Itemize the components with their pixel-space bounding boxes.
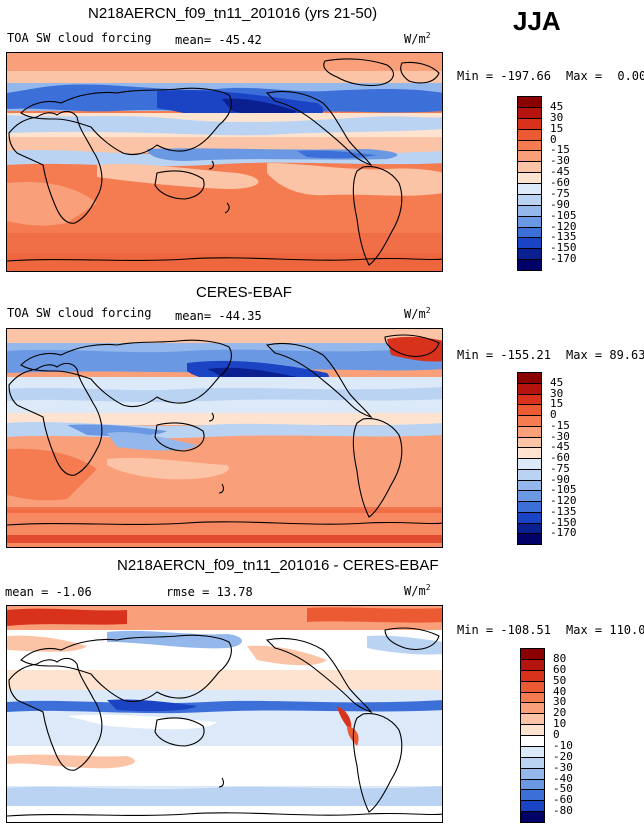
colorbar-label: 50 (553, 673, 567, 687)
colorbar-label: 60 (553, 662, 567, 676)
panel2-coastlines (7, 334, 442, 526)
colorbar-label: -105 (550, 483, 577, 497)
panel2-max: Max = 89.63 (566, 348, 644, 362)
colorbar-label: -40 (553, 771, 573, 785)
colorbar-label: -60 (550, 451, 570, 464)
panel3-colorbar: 80 60 50 40 30 20 10 0 -10 -20 -30 -40 -50 -60 -80 (520, 648, 590, 823)
panel1-colorbar: 45 30 15 0 -15 -30 -45 -60 -75 -90 -105 -120 -135 -15… (517, 96, 587, 271)
colorbar-label: -75 (550, 186, 570, 200)
panel1-map (6, 52, 443, 272)
colorbar-label: 30 (553, 695, 567, 709)
colorbar-label: -30 (553, 760, 573, 774)
panel2-colorbar: 45 30 15 0 -15 -30 -45 -60 -75 -90 -105 -120 -135 -15… (517, 372, 587, 545)
colorbar-label: -90 (550, 472, 570, 486)
colorbar-label: -105 (550, 208, 577, 222)
colorbar-label: 15 (550, 397, 564, 411)
colorbar-swatch (517, 533, 542, 545)
colorbar-label: -150 (550, 515, 577, 529)
colorbar-label: 20 (553, 706, 567, 720)
panel1-max: Max = 0.00 (566, 69, 644, 83)
colorbar-label: -60 (553, 793, 573, 807)
colorbar-label: -15 (550, 143, 570, 157)
panel3-rmse: rmse = 13.78 (166, 585, 253, 599)
colorbar-label: -50 (553, 782, 573, 796)
colorbar-label: -10 (553, 738, 573, 752)
colorbar-swatch (520, 811, 545, 823)
colorbar-label: 45 (550, 375, 564, 389)
colorbar-label: -120 (550, 219, 577, 233)
colorbar-label: -30 (550, 154, 570, 168)
colorbar-label: -170 (550, 526, 577, 540)
panel3-min: Min = -108.51 (457, 623, 551, 637)
panel2-map (6, 328, 443, 548)
panel2-field (7, 329, 442, 547)
colorbar-label: -135 (550, 504, 577, 518)
season-label: JJA (513, 6, 561, 36)
colorbar-label: 15 (550, 121, 564, 135)
colorbar-label: 0 (550, 132, 557, 146)
panel1-coastlines (7, 58, 442, 266)
colorbar-label: -60 (550, 176, 570, 189)
colorbar-label: -150 (550, 241, 577, 255)
panel3-mean: mean = -1.06 (5, 585, 92, 599)
colorbar-label: 40 (553, 684, 567, 698)
colorbar-label: -170 (550, 252, 577, 266)
panel1-field (7, 53, 442, 271)
colorbar-label: -80 (553, 804, 573, 818)
panel1-min: Min = -197.66 (457, 69, 551, 83)
panel2-title: CERES-EBAF (196, 284, 292, 301)
colorbar-label: -45 (550, 440, 570, 454)
panel2-variable: TOA SW cloud forcing (7, 306, 152, 320)
colorbar-label: 30 (550, 386, 564, 400)
colorbar-label: 0 (550, 408, 557, 421)
colorbar-label: 30 (550, 110, 564, 124)
colorbar-label: -30 (550, 429, 570, 443)
colorbar-swatch (517, 259, 542, 271)
colorbar-label: -45 (550, 165, 570, 179)
panel3-field (7, 606, 442, 822)
panel1-variable: TOA SW cloud forcing (7, 31, 152, 45)
colorbar-label: -15 (550, 418, 570, 432)
colorbar-label: -120 (550, 494, 577, 507)
panel3-coastlines (7, 627, 442, 817)
colorbar-label: 45 (550, 99, 564, 113)
colorbar-label: 10 (553, 717, 567, 731)
colorbar-label: -90 (550, 197, 570, 211)
panel1-units: W/m2 (404, 31, 431, 46)
colorbar-label: -135 (550, 230, 577, 244)
panel1-title: N218AERCN_f09_tn11_201016 (yrs 21-50) (88, 5, 378, 22)
panel3-units: W/m2 (404, 583, 431, 598)
colorbar-label: -20 (553, 749, 573, 763)
panel2-units: W/m2 (404, 306, 431, 321)
panel3-title: N218AERCN_f09_tn11_201016 - CERES-EBAF (117, 557, 439, 574)
colorbar-label: -75 (550, 461, 570, 475)
panel2-min: Min = -155.21 (457, 348, 551, 362)
panel3-max: Max = 110.02 (566, 623, 644, 637)
panel3-map (6, 605, 443, 823)
panel1-mean: mean= -45.42 (175, 33, 262, 47)
colorbar-label: 80 (553, 651, 567, 665)
panel2-mean: mean= -44.35 (175, 309, 262, 323)
colorbar-label: 0 (553, 728, 560, 741)
